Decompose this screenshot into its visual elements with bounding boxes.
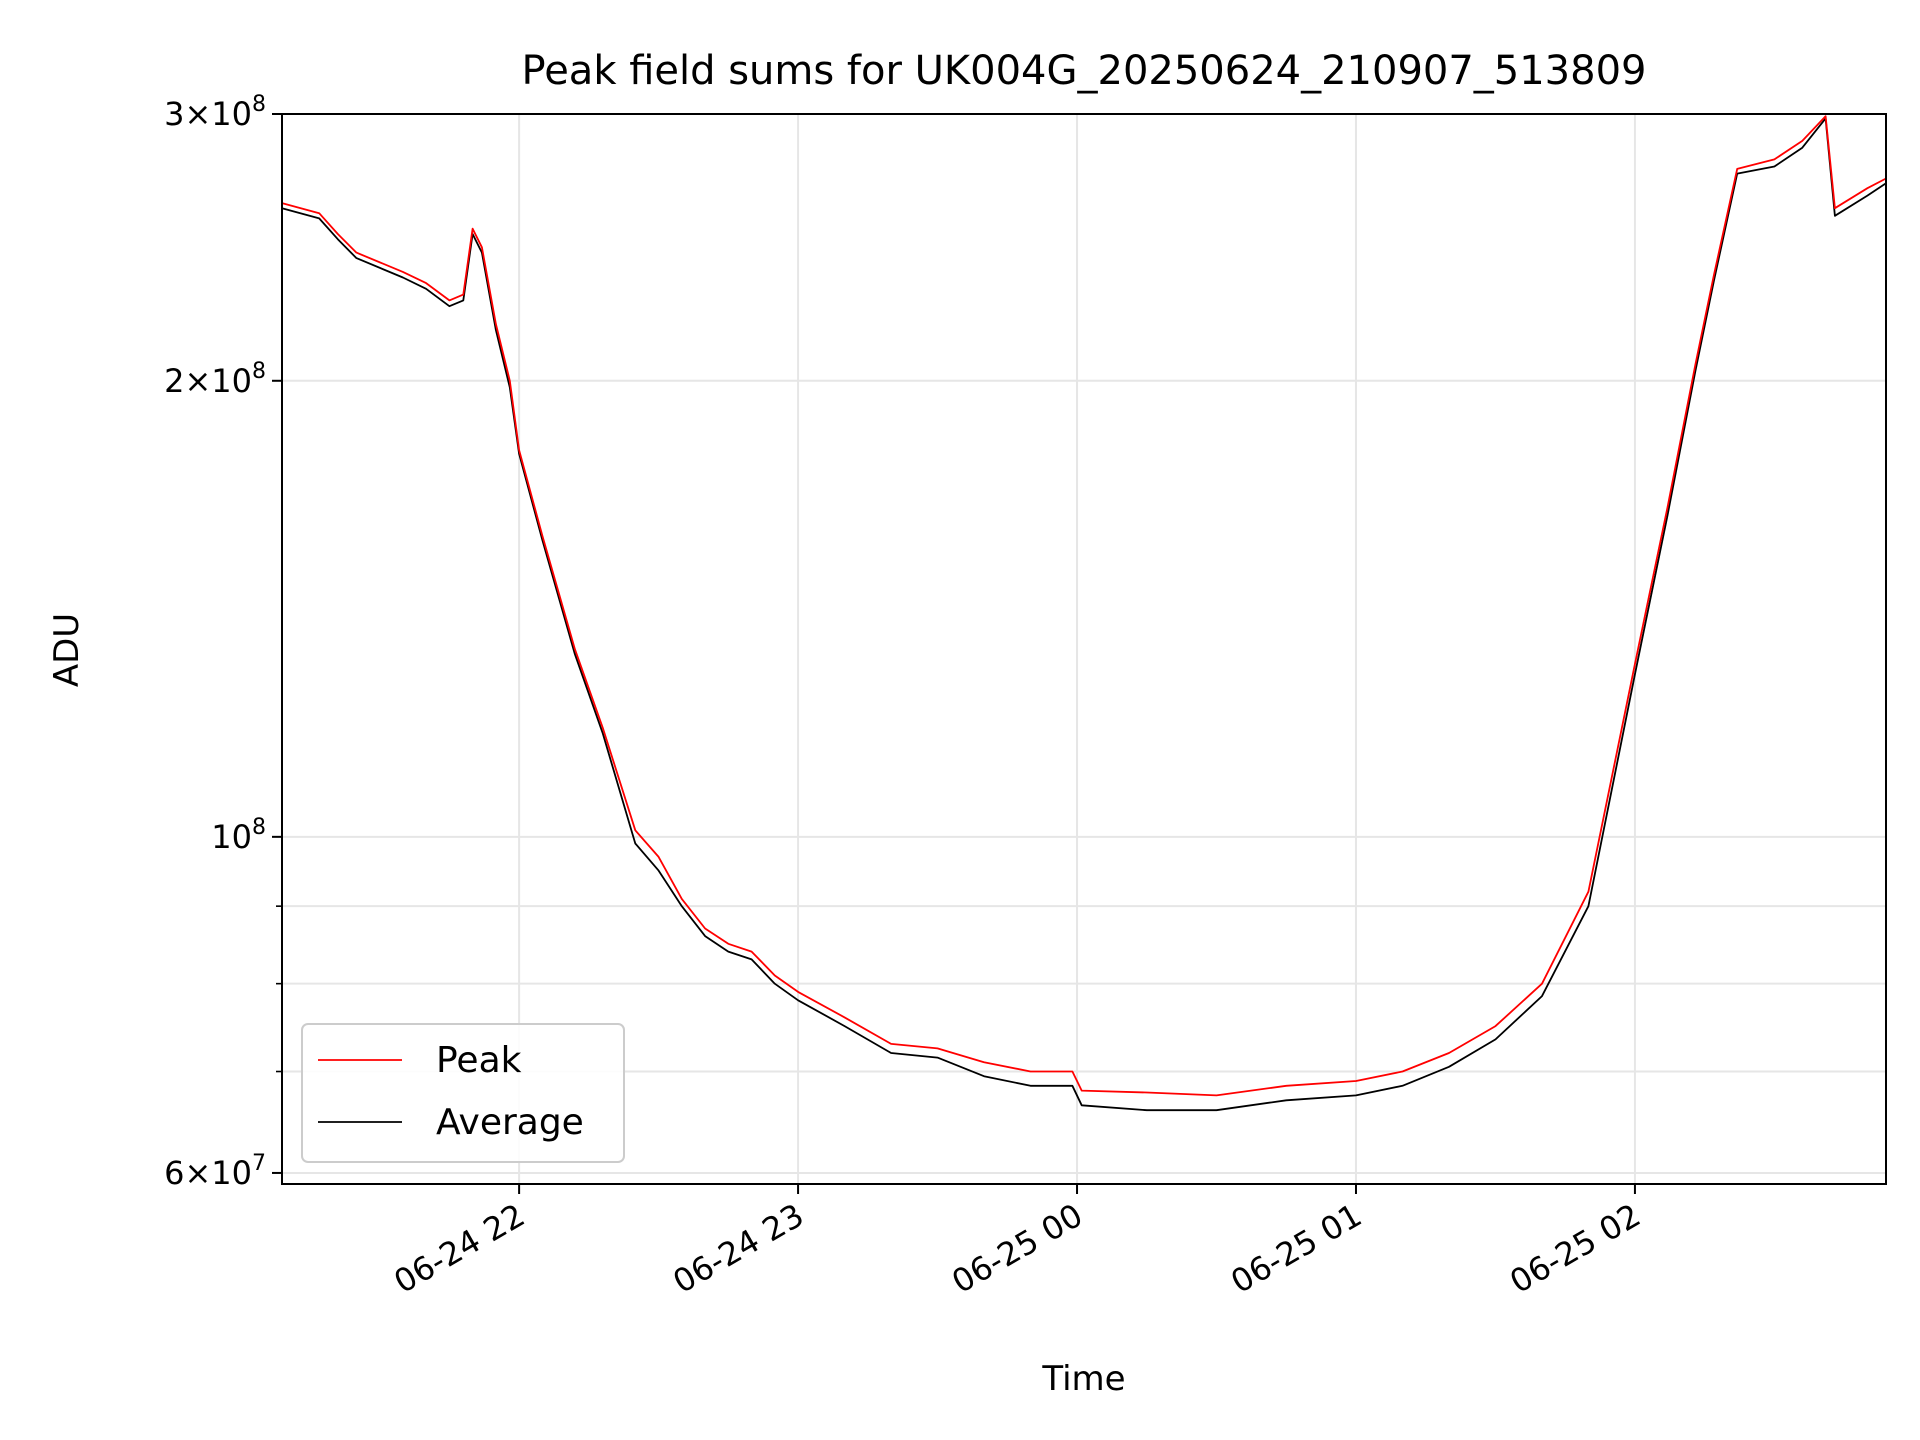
series-line-peak: [281, 115, 1887, 1097]
legend: Peak Average: [301, 1023, 625, 1163]
series-line-average: [281, 117, 1887, 1112]
chart-title: Peak field sums for UK004G_20250624_2109…: [522, 48, 1647, 94]
grid: [282, 113, 1886, 1184]
y-tick-label: 6×107: [164, 1151, 266, 1192]
legend-box: [301, 1023, 625, 1163]
y-tick-label: 3×108: [164, 92, 266, 133]
plot-frame: [281, 113, 1887, 1185]
legend-label-average: Average: [436, 1102, 584, 1143]
y-tick-label: 2×108: [164, 359, 266, 400]
y-tick-label: 108: [211, 815, 266, 856]
series-group: [281, 115, 1887, 1112]
y-axis-label: ADU: [47, 613, 87, 687]
x-axis-label: Time: [1041, 1359, 1125, 1399]
legend-label-peak: Peak: [436, 1040, 522, 1081]
